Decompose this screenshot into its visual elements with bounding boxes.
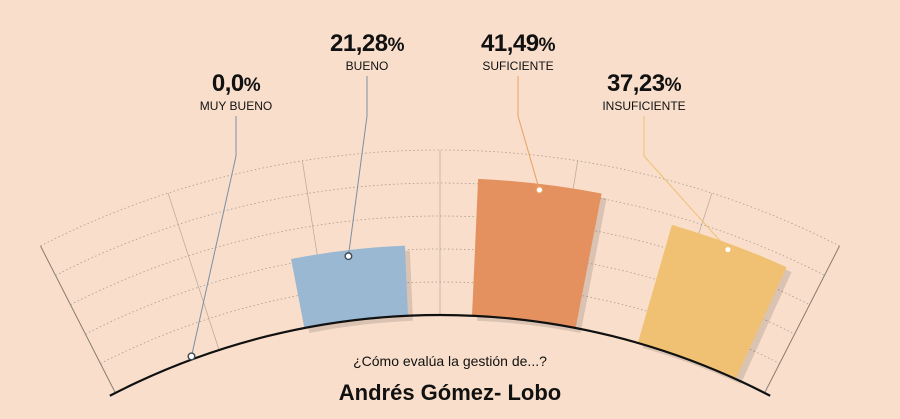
- percent-sign: %: [538, 35, 556, 56]
- percent-sign: %: [664, 75, 682, 96]
- value-marker: [723, 245, 732, 254]
- chart-marks: [109, 76, 792, 397]
- value-number: 0,0%: [166, 71, 306, 99]
- category-label: SUFICIENTE: [482, 59, 554, 73]
- value-marker: [535, 185, 544, 194]
- percent-sign: %: [387, 35, 405, 56]
- person-name: Andrés Gómez- Lobo: [338, 380, 562, 405]
- leader-line: [347, 76, 368, 257]
- value-label: 21,28% BUENO: [297, 31, 437, 74]
- percent-sign: %: [243, 75, 261, 96]
- value-marker: [187, 352, 196, 361]
- value-text: 21,28: [330, 30, 388, 57]
- value-number: 21,28%: [297, 31, 437, 59]
- value-label: 0,0% MUY BUENO: [166, 71, 306, 114]
- value-text: 0,0: [211, 70, 244, 97]
- grid-ray: [40, 245, 116, 394]
- value-text: 37,23: [607, 70, 665, 97]
- value-marker: [344, 252, 353, 261]
- bar-bueno: [291, 245, 409, 328]
- value-text: 41,49: [481, 30, 539, 57]
- value-label: 41,49% SUFICIENTE: [448, 31, 588, 74]
- value-number: 37,23%: [574, 71, 714, 99]
- bar-insuficiente: [637, 224, 787, 380]
- base-arc: [109, 313, 771, 397]
- grid-arc: [70, 215, 810, 306]
- leader-line: [643, 116, 729, 250]
- value-number: 41,49%: [448, 31, 588, 59]
- category-label: MUY BUENO: [199, 99, 273, 113]
- grid-ray: [764, 245, 840, 394]
- grid-arc: [55, 182, 825, 276]
- leader-line: [517, 76, 540, 191]
- value-label: 37,23% INSUFICIENTE: [574, 71, 714, 114]
- category-label: INSUFICIENTE: [602, 99, 686, 113]
- grid-arc: [100, 281, 780, 364]
- category-label: BUENO: [345, 59, 389, 73]
- survey-question: ¿Cómo evalúa la gestión de...?: [353, 353, 547, 369]
- leader-line: [190, 116, 237, 357]
- bar-suficiente: [471, 178, 602, 328]
- grid-ray: [167, 192, 220, 351]
